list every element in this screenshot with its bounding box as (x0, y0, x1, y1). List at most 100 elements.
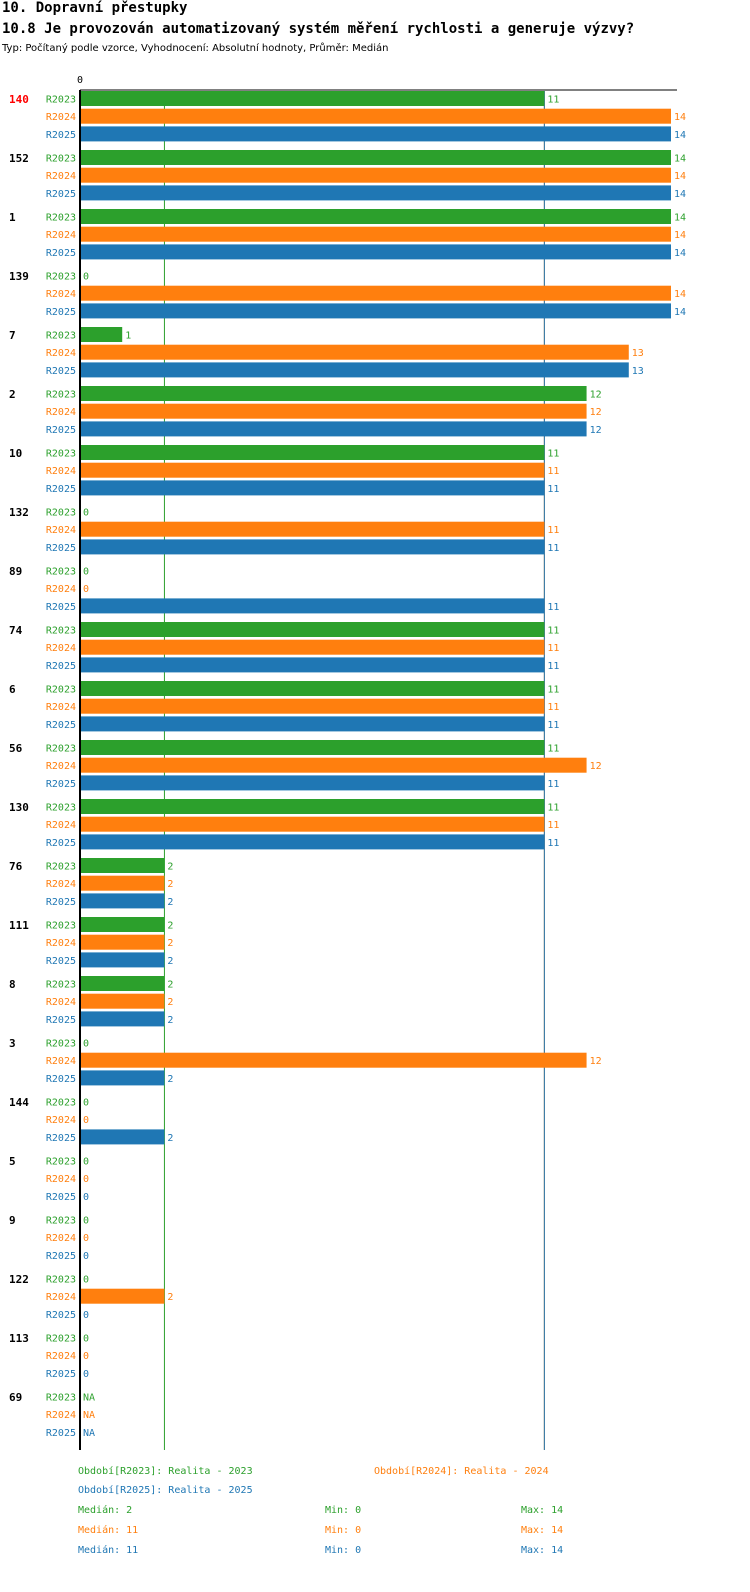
category-label-144: 144 (9, 1096, 29, 1109)
bar-132-r2024 (80, 521, 545, 537)
value-label-2-r2024: 12 (590, 407, 602, 418)
value-label-140-r2023: 11 (547, 95, 559, 106)
value-label-144-r2023: 0 (83, 1098, 89, 1109)
category-label-111: 111 (9, 919, 29, 932)
series-label-1-r2023: R2023 (46, 213, 76, 224)
series-label-5-r2023: R2023 (46, 1157, 76, 1168)
bar-6-r2024 (80, 698, 545, 714)
value-label-132-r2025: 11 (547, 543, 559, 554)
stat-min-r2023: Min: 0 (325, 1505, 362, 1516)
value-label-113-r2023: 0 (83, 1334, 89, 1345)
bar-139-r2024 (80, 285, 671, 301)
bar-7-r2023 (80, 327, 123, 342)
series-label-8-r2024: R2024 (46, 997, 76, 1008)
series-label-56-r2025: R2025 (46, 779, 76, 790)
category-label-69: 69 (9, 1391, 22, 1404)
category-label-10: 10 (9, 447, 22, 460)
value-label-113-r2025: 0 (83, 1369, 89, 1380)
stat-max-r2023: Max: 14 (521, 1505, 564, 1516)
series-label-122-r2024: R2024 (46, 1292, 76, 1303)
value-label-1-r2024: 14 (674, 230, 686, 241)
series-label-89-r2025: R2025 (46, 602, 76, 613)
section-title: 10. Dopravní přestupky (2, 0, 188, 16)
series-label-139-r2024: R2024 (46, 289, 76, 300)
value-label-74-r2023: 11 (547, 626, 559, 637)
value-label-111-r2025: 2 (167, 956, 173, 967)
series-label-140-r2025: R2025 (46, 130, 76, 141)
series-label-69-r2024: R2024 (46, 1410, 76, 1421)
series-label-76-r2024: R2024 (46, 879, 76, 890)
series-label-113-r2023: R2023 (46, 1334, 76, 1345)
value-label-111-r2024: 2 (167, 938, 173, 949)
series-label-139-r2023: R2023 (46, 272, 76, 283)
series-label-140-r2023: R2023 (46, 95, 76, 106)
bar-76-r2023 (80, 858, 165, 873)
value-label-9-r2024: 0 (83, 1233, 89, 1244)
value-label-113-r2024: 0 (83, 1351, 89, 1362)
category-label-56: 56 (9, 742, 23, 755)
value-label-74-r2024: 11 (547, 643, 559, 654)
bar-8-r2023 (80, 976, 165, 991)
series-label-5-r2025: R2025 (46, 1192, 76, 1203)
value-label-144-r2025: 2 (167, 1133, 173, 1144)
series-label-113-r2025: R2025 (46, 1369, 76, 1380)
bar-130-r2023 (80, 799, 545, 814)
value-label-5-r2024: 0 (83, 1174, 89, 1185)
value-label-152-r2025: 14 (674, 189, 686, 200)
value-label-130-r2024: 11 (547, 820, 559, 831)
value-label-130-r2025: 11 (547, 838, 559, 849)
value-label-10-r2024: 11 (547, 466, 559, 477)
value-label-5-r2025: 0 (83, 1192, 89, 1203)
value-label-140-r2024: 14 (674, 112, 686, 123)
value-label-122-r2023: 0 (83, 1275, 89, 1286)
value-label-56-r2025: 11 (547, 779, 559, 790)
category-label-3: 3 (9, 1037, 16, 1050)
series-label-132-r2023: R2023 (46, 508, 76, 519)
bar-76-r2025 (80, 893, 165, 909)
series-label-111-r2025: R2025 (46, 956, 76, 967)
value-label-8-r2024: 2 (167, 997, 173, 1008)
series-label-130-r2024: R2024 (46, 820, 76, 831)
bar-74-r2023 (80, 622, 545, 637)
value-label-2-r2023: 12 (590, 390, 602, 401)
value-label-6-r2024: 11 (547, 702, 559, 713)
series-label-3-r2025: R2025 (46, 1074, 76, 1085)
bar-130-r2025 (80, 834, 545, 850)
category-label-130: 130 (9, 801, 29, 814)
series-label-69-r2025: R2025 (46, 1428, 76, 1439)
value-label-140-r2025: 14 (674, 130, 686, 141)
stat-min-r2024: Min: 0 (325, 1525, 362, 1536)
bar-56-r2025 (80, 775, 545, 791)
series-label-2-r2025: R2025 (46, 425, 76, 436)
value-label-152-r2024: 14 (674, 171, 686, 182)
category-label-1: 1 (9, 211, 16, 224)
bar-152-r2025 (80, 185, 671, 201)
bar-122-r2024 (80, 1288, 165, 1304)
category-label-139: 139 (9, 270, 29, 283)
value-label-122-r2025: 0 (83, 1310, 89, 1321)
bar-74-r2025 (80, 657, 545, 673)
category-label-5: 5 (9, 1155, 16, 1168)
value-label-89-r2023: 0 (83, 567, 89, 578)
value-label-56-r2023: 11 (547, 744, 559, 755)
series-label-122-r2023: R2023 (46, 1275, 76, 1286)
category-label-9: 9 (9, 1214, 16, 1227)
bar-111-r2024 (80, 934, 165, 950)
value-label-89-r2024: 0 (83, 584, 89, 595)
series-label-2-r2023: R2023 (46, 390, 76, 401)
legend-r2024: Období[R2024]: Realita - 2024 (374, 1466, 549, 1477)
value-label-132-r2024: 11 (547, 525, 559, 536)
bar-chart: 0 14 0 R2023 11 R2024 14 R2025 14 1 5 2 R2023 14 R2024… (9, 75, 686, 1450)
value-label-130-r2023: 11 (547, 803, 559, 814)
series-label-3-r2023: R2023 (46, 1039, 76, 1050)
series-label-152-r2025: R2025 (46, 189, 76, 200)
series-label-144-r2025: R2025 (46, 1133, 76, 1144)
bar-7-r2025 (80, 362, 629, 378)
series-label-1-r2024: R2024 (46, 230, 76, 241)
value-label-144-r2024: 0 (83, 1115, 89, 1126)
series-label-9-r2025: R2025 (46, 1251, 76, 1262)
value-label-111-r2023: 2 (167, 921, 173, 932)
category-label-76: 76 (9, 860, 23, 873)
series-label-7-r2025: R2025 (46, 366, 76, 377)
series-label-10-r2024: R2024 (46, 466, 76, 477)
